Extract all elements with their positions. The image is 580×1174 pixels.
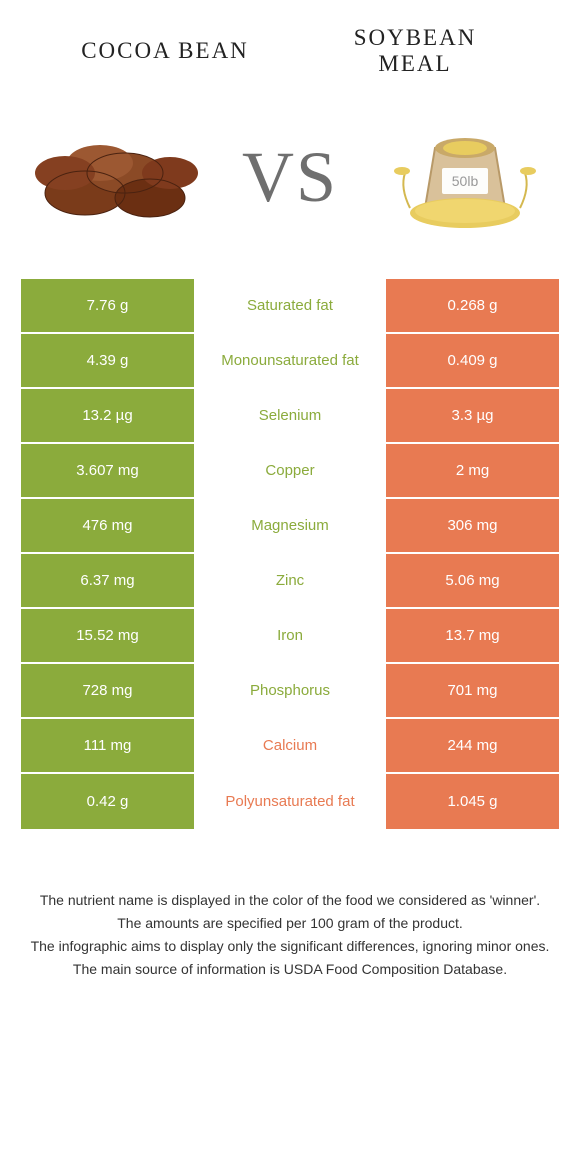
cell-left-value: 476 mg xyxy=(21,499,196,552)
cell-nutrient-label: Saturated fat xyxy=(196,279,384,332)
table-row: 7.76 gSaturated fat0.268 g xyxy=(21,279,559,334)
comparison-table: 7.76 gSaturated fat0.268 g4.39 gMonounsa… xyxy=(20,278,560,830)
cell-right-value: 0.409 g xyxy=(384,334,559,387)
footnote-line: The amounts are specified per 100 gram o… xyxy=(30,913,550,934)
cell-left-value: 6.37 mg xyxy=(21,554,196,607)
cell-right-value: 13.7 mg xyxy=(384,609,559,662)
cell-left-value: 4.39 g xyxy=(21,334,196,387)
cell-right-value: 5.06 mg xyxy=(384,554,559,607)
cell-right-value: 3.3 µg xyxy=(384,389,559,442)
cell-right-value: 1.045 g xyxy=(384,774,559,829)
cell-right-value: 2 mg xyxy=(384,444,559,497)
cell-left-value: 0.42 g xyxy=(21,774,196,829)
soybean-meal-image: 50lb xyxy=(380,108,550,248)
table-row: 6.37 mgZinc5.06 mg xyxy=(21,554,559,609)
table-row: 13.2 µgSelenium3.3 µg xyxy=(21,389,559,444)
images-row: VS 50lb xyxy=(0,88,580,278)
table-row: 3.607 mgCopper2 mg xyxy=(21,444,559,499)
footnote-line: The main source of information is USDA F… xyxy=(30,959,550,980)
cell-nutrient-label: Iron xyxy=(196,609,384,662)
cocoa-bean-image xyxy=(30,108,200,248)
footnote-line: The infographic aims to display only the… xyxy=(30,936,550,957)
cell-left-value: 7.76 g xyxy=(21,279,196,332)
title-right: SOYBEAN MEAL xyxy=(290,25,540,78)
table-row: 111 mgCalcium244 mg xyxy=(21,719,559,774)
cell-nutrient-label: Phosphorus xyxy=(196,664,384,717)
cell-nutrient-label: Calcium xyxy=(196,719,384,772)
cell-nutrient-label: Magnesium xyxy=(196,499,384,552)
footnote-line: The nutrient name is displayed in the co… xyxy=(30,890,550,911)
title-right-line1: SOYBEAN xyxy=(354,25,477,50)
cell-left-value: 13.2 µg xyxy=(21,389,196,442)
table-row: 476 mgMagnesium306 mg xyxy=(21,499,559,554)
vs-label: VS xyxy=(242,136,338,219)
cell-nutrient-label: Zinc xyxy=(196,554,384,607)
cell-nutrient-label: Polyunsaturated fat xyxy=(196,774,384,829)
table-row: 0.42 gPolyunsaturated fat1.045 g xyxy=(21,774,559,829)
cell-left-value: 728 mg xyxy=(21,664,196,717)
cell-nutrient-label: Monounsaturated fat xyxy=(196,334,384,387)
cell-left-value: 111 mg xyxy=(21,719,196,772)
cell-left-value: 15.52 mg xyxy=(21,609,196,662)
title-left: COCOA BEAN xyxy=(40,38,290,64)
cell-right-value: 701 mg xyxy=(384,664,559,717)
cell-right-value: 244 mg xyxy=(384,719,559,772)
cell-nutrient-label: Copper xyxy=(196,444,384,497)
cell-right-value: 306 mg xyxy=(384,499,559,552)
cell-left-value: 3.607 mg xyxy=(21,444,196,497)
cell-right-value: 0.268 g xyxy=(384,279,559,332)
footnotes: The nutrient name is displayed in the co… xyxy=(0,830,580,980)
table-row: 728 mgPhosphorus701 mg xyxy=(21,664,559,719)
header: COCOA BEAN SOYBEAN MEAL xyxy=(0,0,580,88)
table-row: 15.52 mgIron13.7 mg xyxy=(21,609,559,664)
title-right-line2: MEAL xyxy=(378,51,451,76)
svg-text:50lb: 50lb xyxy=(452,173,479,189)
cell-nutrient-label: Selenium xyxy=(196,389,384,442)
table-row: 4.39 gMonounsaturated fat0.409 g xyxy=(21,334,559,389)
